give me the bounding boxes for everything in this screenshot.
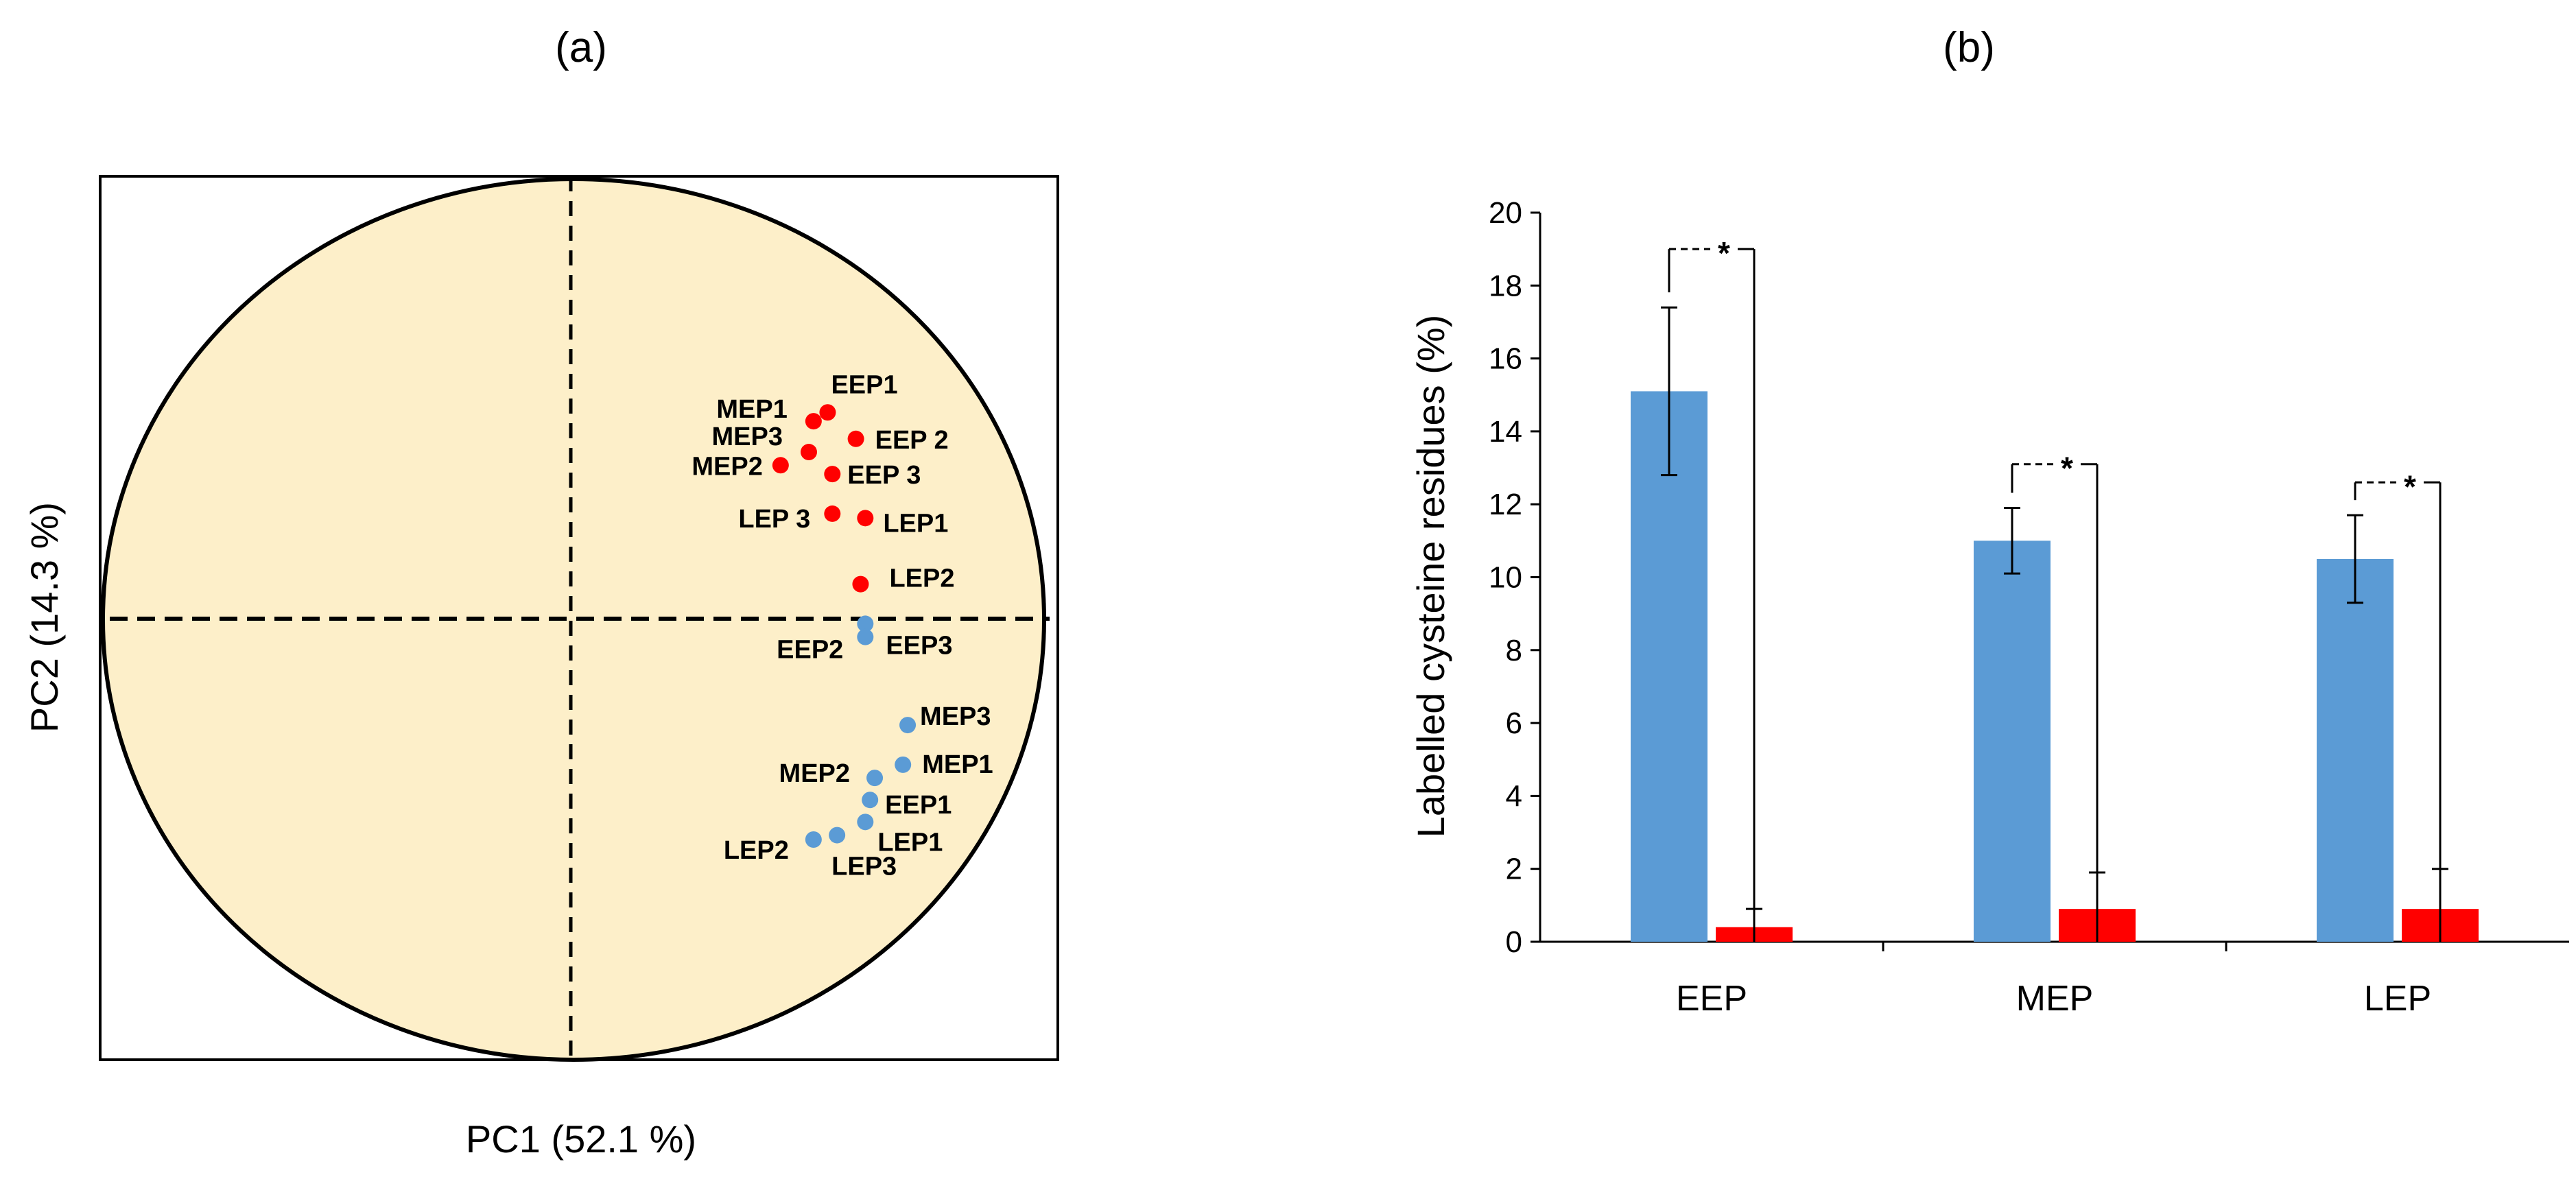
- bar-y-axis-title: Labelled cysteine residues (%): [1409, 315, 1452, 838]
- bar-mep-blue: [1974, 540, 2051, 942]
- pca-point-label: LEP2: [724, 836, 789, 865]
- y-tick-label: 10: [1489, 561, 1522, 595]
- bar-marks: [1631, 306, 2479, 942]
- y-tick-label: 8: [1506, 634, 1522, 667]
- x-category-label: MEP: [2016, 979, 2094, 1019]
- pca-point-label: EEP3: [886, 632, 952, 661]
- y-tick-label: 0: [1506, 925, 1522, 959]
- y-tick-label: 14: [1489, 415, 1522, 449]
- pca-x-axis-title: PC1 (52.1 %): [466, 1117, 696, 1161]
- pca-point-blue-eep3: [857, 628, 874, 645]
- significance-brackets: * * *: [1668, 235, 2442, 910]
- significance-marker: *: [2061, 451, 2073, 486]
- pca-point-red-mep3: [801, 444, 817, 461]
- x-category-label: LEP: [2364, 979, 2431, 1019]
- y-tick-label: 18: [1489, 269, 1522, 302]
- pca-point-label: MEP1: [922, 750, 993, 779]
- pca-point-red-lep1: [857, 510, 874, 527]
- pca-point-label: LEP3: [831, 853, 897, 881]
- pca-point-red-eep1: [819, 404, 836, 421]
- pca-point-label: MEP3: [712, 423, 783, 451]
- pca-point-label: EEP2: [777, 635, 843, 664]
- y-tick-label: 2: [1506, 853, 1522, 886]
- pca-point-label: LEP2: [889, 565, 954, 593]
- correlation-circle: [101, 177, 1046, 1062]
- pca-point-red-lep2: [852, 575, 869, 593]
- pca-point-label: EEP1: [831, 370, 897, 399]
- panel-a-label: (a): [555, 24, 607, 71]
- y-tick-label: 4: [1506, 779, 1522, 813]
- pca-point-label: MEP3: [920, 702, 991, 731]
- y-tick-label: 12: [1489, 488, 1522, 521]
- pca-point-label: EEP1: [885, 791, 952, 820]
- x-category-label: EEP: [1676, 979, 1747, 1019]
- bar-axes: 0 2 4 6 8 10 12 14 16 18 20 EEP MEP LEP: [1489, 196, 2569, 1019]
- pca-point-blue-lep2: [805, 831, 822, 848]
- pca-point-blue-mep3: [899, 717, 917, 734]
- pca-point-label: MEP1: [716, 395, 787, 424]
- pca-point-blue-lep1: [857, 813, 874, 831]
- bar-eep-blue: [1631, 391, 1708, 942]
- bar-y-ticks: 0 2 4 6 8 10 12 14 16 18 20: [1489, 196, 1540, 959]
- pca-point-red-lep3: [824, 505, 841, 522]
- panel-b-label: (b): [1943, 24, 1995, 71]
- pca-point-label: LEP 3: [738, 505, 810, 534]
- pca-point-label: MEP2: [692, 452, 762, 481]
- pca-y-axis-title: PC2 (14.3 %): [23, 502, 66, 733]
- pca-point-red-mep2: [772, 457, 789, 474]
- bar-x-ticks: EEP MEP LEP: [1676, 942, 2431, 1019]
- pca-point-label: EEP 3: [847, 461, 921, 490]
- y-tick-label: 20: [1489, 196, 1522, 230]
- pca-point-blue-lep3: [829, 827, 846, 844]
- y-tick-label: 16: [1489, 342, 1522, 376]
- significance-marker: *: [1718, 235, 1730, 271]
- significance-marker: *: [2404, 468, 2416, 504]
- pca-point-red-eep3: [824, 466, 841, 483]
- pca-point-label: LEP1: [877, 828, 943, 857]
- pca-point-blue-eep2: [857, 615, 874, 632]
- y-tick-label: 6: [1506, 706, 1522, 740]
- pca-point-blue-mep2: [866, 770, 884, 787]
- pca-point-label: EEP 2: [875, 426, 949, 455]
- pca-point-label: MEP2: [779, 759, 850, 788]
- pca-point-label: LEP1: [883, 509, 948, 538]
- pca-point-blue-mep1: [895, 756, 912, 773]
- pca-point-red-mep1: [805, 413, 822, 430]
- pca-point-blue-eep1: [862, 792, 879, 809]
- bar-lep-blue: [2317, 558, 2394, 942]
- pca-point-red-eep2: [847, 430, 864, 447]
